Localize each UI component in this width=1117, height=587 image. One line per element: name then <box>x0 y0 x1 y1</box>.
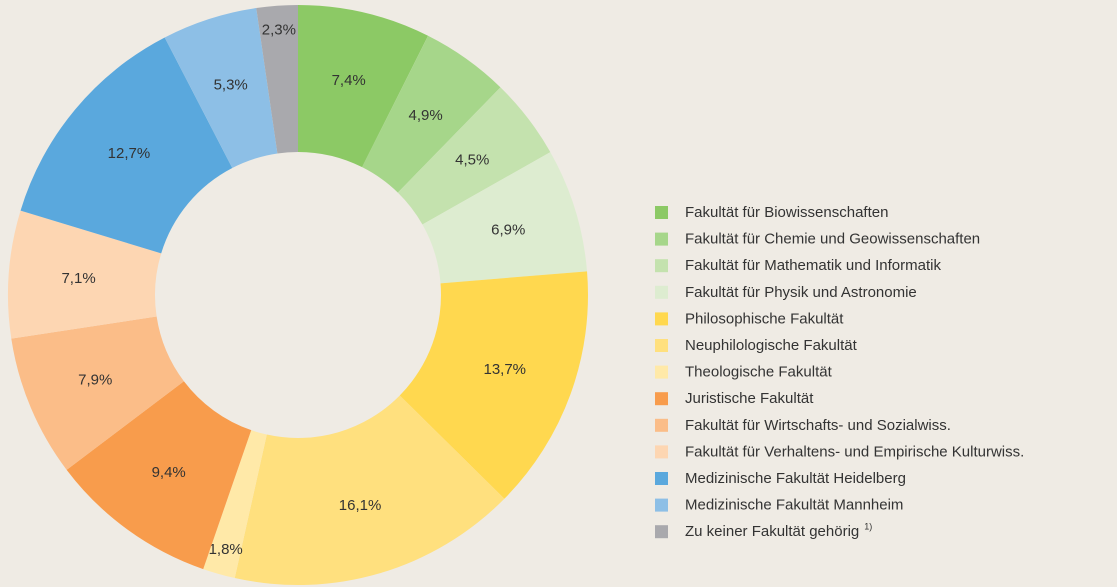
value-label: 12,7% <box>108 145 151 162</box>
donut-segment <box>66 381 252 570</box>
legend-label: Fakultät für Biowissenschaften <box>685 204 888 221</box>
value-label: 7,1% <box>61 270 95 287</box>
value-label: 9,4% <box>152 464 186 481</box>
legend-swatch <box>655 472 668 485</box>
donut-segment <box>298 5 429 168</box>
legend-label: Theologische Fakultät <box>685 364 833 381</box>
legend-swatch <box>655 498 668 512</box>
donut-segment <box>397 87 551 225</box>
legend-swatch <box>655 445 668 459</box>
donut-segment <box>203 430 267 579</box>
donut-segment <box>164 8 278 168</box>
legend-swatch <box>655 232 668 246</box>
legend-label: Philosophische Fakultät <box>685 310 844 327</box>
legend-label: Fakultät für Verhaltens- und Empirische … <box>685 443 1024 460</box>
value-label: 7,4% <box>332 72 366 89</box>
value-label: 4,5% <box>455 152 489 169</box>
value-label: 13,7% <box>483 361 526 378</box>
legend-label: Medizinische Fakultät Mannheim <box>685 497 903 514</box>
legend-label: Neuphilologische Fakultät <box>685 337 858 354</box>
value-label: 7,9% <box>78 371 112 388</box>
legend-swatch <box>655 259 668 273</box>
donut-segment <box>20 37 233 254</box>
value-label: 4,9% <box>409 107 443 124</box>
legend-swatch <box>655 339 668 352</box>
donut-segment <box>234 395 505 586</box>
legend-label: Fakultät für Wirtschafts- und Sozialwiss… <box>685 417 951 434</box>
value-label: 1,8% <box>209 541 243 558</box>
legend-label: Fakultät für Physik und Astronomie <box>685 284 917 301</box>
value-label: 16,1% <box>339 497 382 514</box>
legend-label: Medizinische Fakultät Heidelberg <box>685 470 906 487</box>
legend-swatch <box>655 525 668 539</box>
legend-label: Fakultät für Mathematik und Informatik <box>685 257 941 274</box>
legend-label: Fakultät für Chemie und Geowissenschafte… <box>685 231 980 248</box>
legend-swatch <box>655 312 668 326</box>
donut-segment <box>11 316 184 470</box>
donut-segment <box>422 152 588 284</box>
legend-label: Zu keiner Fakultät gehörig <box>685 523 859 540</box>
value-label: 2,3% <box>262 22 296 39</box>
legend-swatch <box>655 365 668 379</box>
legend-swatch <box>655 418 668 432</box>
donut-segment <box>399 271 589 499</box>
value-label: 5,3% <box>214 77 248 94</box>
donut-segment <box>256 5 298 154</box>
legend-swatch <box>655 285 668 299</box>
legend-label: Juristische Fakultät <box>685 390 814 407</box>
donut-segment <box>7 210 162 339</box>
legend-swatch <box>655 392 668 406</box>
legend-swatch <box>655 206 668 219</box>
value-label: 6,9% <box>491 221 525 238</box>
donut-segment <box>362 35 501 193</box>
legend-footnote: 1) <box>864 522 872 532</box>
